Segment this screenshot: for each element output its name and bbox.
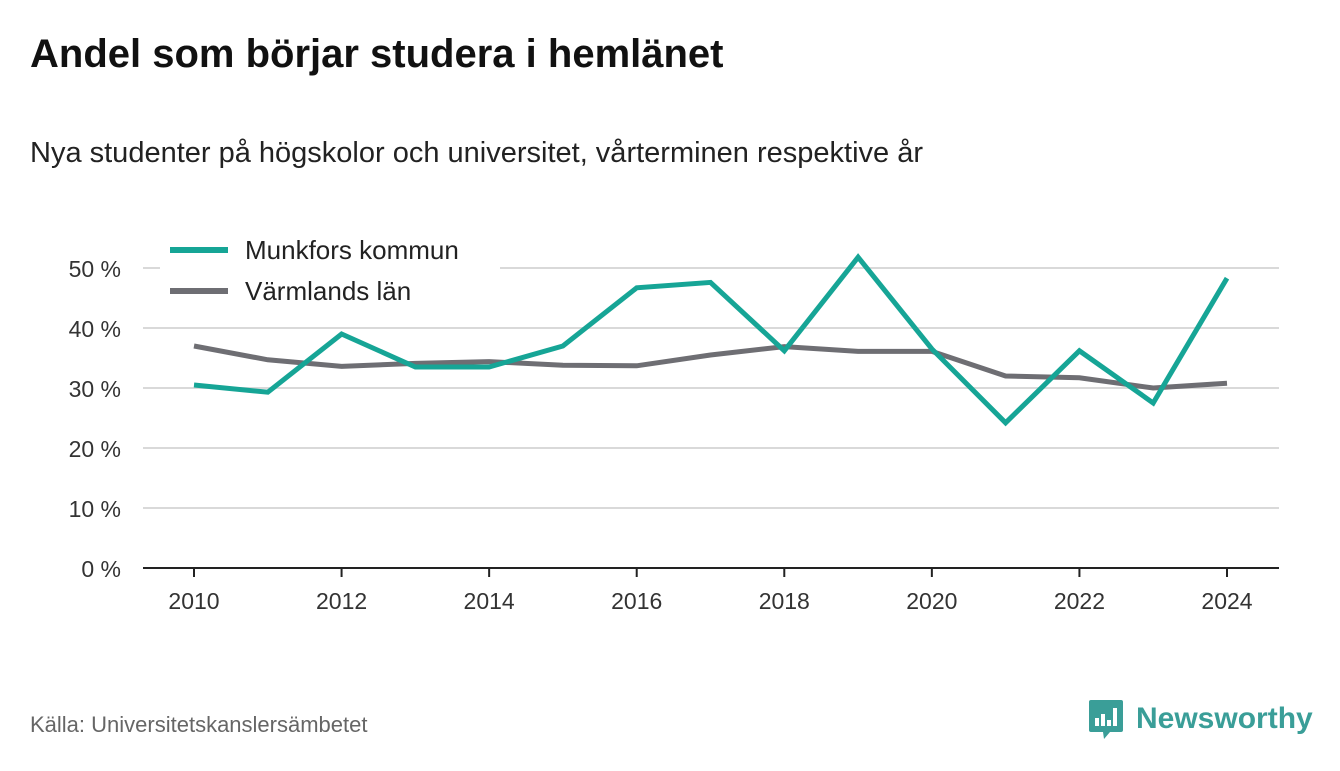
series-line-munkfors xyxy=(193,253,1230,427)
x-tick-label: 2024 xyxy=(1201,588,1252,614)
chart-subtitle: Nya studenter på högskolor och universit… xyxy=(30,137,923,169)
legend-label: Värmlands län xyxy=(245,276,411,306)
x-axis: 2010 2012 2014 2016 2018 2020 2022 2024 xyxy=(143,567,1279,614)
x-tick-label: 2012 xyxy=(316,588,367,614)
x-tick-label: 2022 xyxy=(1054,588,1105,614)
y-tick-label: 20 % xyxy=(69,436,121,462)
x-tick-label: 2020 xyxy=(906,588,957,614)
y-tick-label: 10 % xyxy=(69,496,121,522)
series-line-varmland xyxy=(193,343,1228,391)
bar-chart-speech-bubble-icon xyxy=(1089,700,1123,739)
legend-background xyxy=(160,230,500,320)
y-tick-label: 50 % xyxy=(69,256,121,282)
y-tick-label: 40 % xyxy=(69,316,121,342)
x-tick-label: 2016 xyxy=(611,588,662,614)
y-tick-label: 30 % xyxy=(69,376,121,402)
x-tick-label: 2010 xyxy=(168,588,219,614)
y-tick-label: 0 % xyxy=(81,556,121,582)
legend-label: Munkfors kommun xyxy=(245,235,459,265)
legend: Munkfors kommun Värmlands län xyxy=(160,230,500,320)
brand-name: Newsworthy xyxy=(1136,702,1313,735)
chart-title: Andel som börjar studera i hemlänet xyxy=(30,32,724,76)
x-tick-label: 2018 xyxy=(759,588,810,614)
brand-logo[interactable]: Newsworthy xyxy=(1088,697,1313,741)
y-axis-ticks: 0 % 10 % 20 % 30 % 40 % 50 % xyxy=(69,256,121,582)
x-tick-label: 2014 xyxy=(464,588,515,614)
series-lines xyxy=(193,253,1230,427)
source-note: Källa: Universitetskanslersämbetet xyxy=(30,712,368,737)
